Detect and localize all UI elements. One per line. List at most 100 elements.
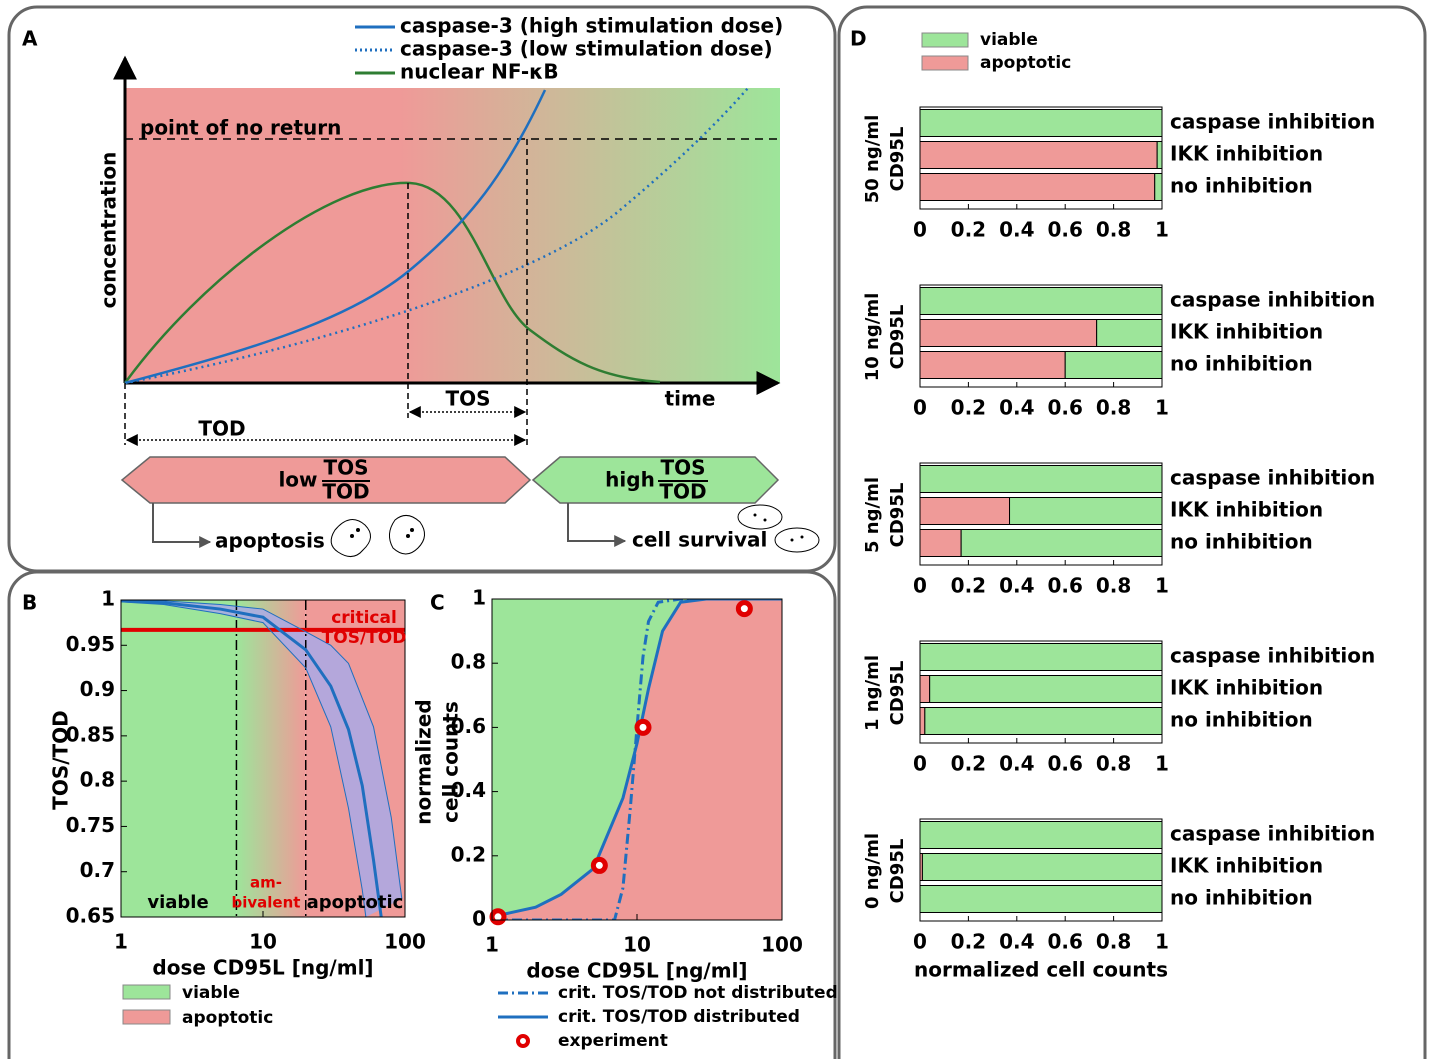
y-axis-label: concentration — [97, 152, 121, 309]
legend-label: experiment — [558, 1031, 668, 1051]
x-tick-label: 100 — [384, 930, 426, 954]
caspase-high-curve — [124, 89, 547, 385]
critical-label: critical — [331, 608, 397, 628]
connector — [152, 503, 212, 548]
panel-label: C — [430, 591, 445, 615]
y-tick-label: 0.8 — [451, 650, 486, 674]
y-axis-label: cell counts — [439, 701, 463, 823]
legend-swatch — [921, 32, 969, 48]
y-axis-label: CD95L — [887, 839, 908, 904]
y-tick-label: 0 — [472, 907, 486, 931]
x-tick-label: 0.6 — [1047, 574, 1082, 598]
curve — [121, 600, 403, 899]
category-label: IKK inhibition — [1170, 676, 1323, 700]
x-tick-label: 100 — [761, 933, 803, 957]
bar-segment — [919, 141, 1158, 169]
x-tick-label: 1 — [1155, 574, 1169, 598]
outcome-label: cell survival — [632, 528, 767, 552]
y-tick-label: 0.75 — [66, 813, 115, 837]
bar-segment — [919, 173, 1156, 201]
y-tick-label: 0.7 — [80, 858, 115, 882]
bar-segment — [1064, 351, 1163, 379]
category-label: caspase inhibition — [1170, 822, 1375, 846]
bar-segment — [919, 465, 1163, 493]
x-tick-label: 0.4 — [999, 752, 1034, 776]
category-label: IKK inhibition — [1170, 854, 1323, 878]
category-label: caspase inhibition — [1170, 466, 1375, 490]
bar-segment — [919, 821, 1163, 849]
category-label: IKK inhibition — [1170, 320, 1323, 344]
legend-marker — [516, 1034, 530, 1048]
bar-segment — [919, 351, 1066, 379]
category-label: IKK inhibition — [1170, 498, 1323, 522]
bar-segment — [1009, 497, 1163, 525]
x-tick-label: 0 — [913, 218, 927, 242]
y-tick-label: 0.95 — [66, 632, 115, 656]
background — [125, 88, 780, 383]
category-label: no inhibition — [1170, 530, 1313, 554]
category-label: caspase inhibition — [1170, 110, 1375, 134]
tod-label: TOD — [198, 417, 245, 441]
y-tick-label: 0.8 — [80, 768, 115, 792]
panel-frame — [837, 5, 1427, 1059]
critical-label: TOS/TOD — [322, 628, 407, 648]
legend-swatch — [122, 1009, 171, 1025]
y-tick-label: 0.85 — [66, 722, 115, 746]
experiment-point — [489, 908, 507, 926]
legend-label: crit. TOS/TOD distributed — [558, 1007, 800, 1027]
category-label: no inhibition — [1170, 174, 1313, 198]
x-tick-label: 0 — [913, 930, 927, 954]
x-axis-label: normalized cell counts — [914, 958, 1168, 982]
connector — [567, 503, 627, 547]
cell-icons — [330, 504, 820, 557]
cell-dots — [350, 513, 804, 542]
x-tick-label: 0.2 — [951, 218, 986, 242]
x-tick-label: 0 — [913, 574, 927, 598]
bar-segment — [919, 885, 1163, 913]
legend-label: crit. TOS/TOD not distributed — [558, 983, 838, 1003]
category-label: IKK inhibition — [1170, 142, 1323, 166]
x-tick-label: 0.6 — [1047, 752, 1082, 776]
region-label: am- — [250, 874, 282, 892]
x-tick-label: 0.2 — [951, 574, 986, 598]
bar-segment — [960, 529, 1163, 557]
threshold-label: point of no return — [140, 116, 341, 140]
y-axis-label: CD95L — [887, 305, 908, 370]
x-tick-label: 0.2 — [951, 396, 986, 420]
category-label: caspase inhibition — [1170, 644, 1375, 668]
panel-label: D — [850, 27, 867, 51]
x-tick-label: 0.4 — [999, 218, 1034, 242]
x-tick-label: 0.2 — [951, 930, 986, 954]
category-label: no inhibition — [1170, 708, 1313, 732]
legend-swatch — [921, 55, 969, 71]
fraction-num: TOS — [660, 456, 705, 480]
curve — [492, 599, 782, 919]
legend-label: viable — [980, 30, 1038, 50]
region-label: bivalent — [232, 894, 301, 912]
region-label: viable — [147, 892, 208, 913]
x-tick-label: 10 — [249, 930, 277, 954]
x-tick-label: 0.6 — [1047, 218, 1082, 242]
y-axis-label: CD95L — [887, 127, 908, 192]
curve — [121, 601, 367, 917]
y-axis-label: CD95L — [887, 661, 908, 726]
experiment-point — [634, 718, 652, 736]
tos-label: TOS — [445, 387, 490, 411]
bar-segment — [1156, 141, 1163, 169]
y-tick-label: 0.2 — [451, 842, 486, 866]
legend-label: viable — [182, 983, 240, 1003]
x-tick-label: 0.2 — [951, 752, 986, 776]
x-axis-label: dose CD95L [ng/ml] — [526, 959, 747, 983]
plot-area — [492, 599, 782, 920]
x-axis-label: dose CD95L [ng/ml] — [152, 956, 373, 980]
y-axis-label: 50 ng/ml — [862, 115, 883, 204]
region-viable — [492, 599, 782, 917]
y-tick-label: 0.9 — [80, 677, 115, 701]
bar-segment — [919, 109, 1163, 137]
bar-segment — [919, 643, 1163, 671]
bar-segment — [919, 675, 931, 703]
fraction-den: TOD — [322, 480, 369, 504]
y-axis-label: 1 ng/ml — [862, 655, 883, 731]
box-label: low — [278, 468, 317, 492]
